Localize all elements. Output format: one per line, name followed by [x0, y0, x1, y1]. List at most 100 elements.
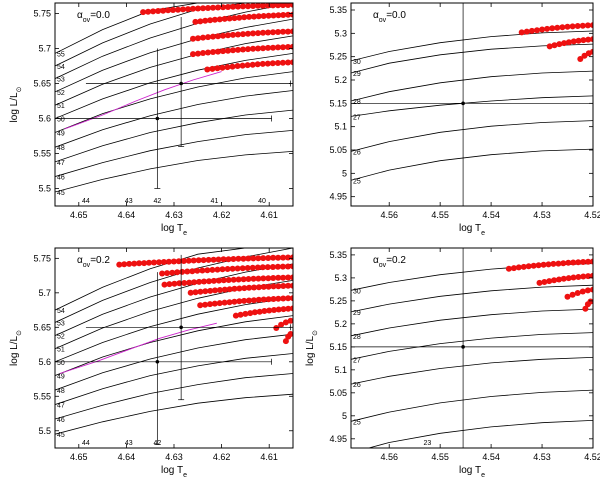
y-tick-label: 4.95 [329, 192, 347, 202]
red-model-point [240, 46, 246, 53]
red-model-point [201, 278, 207, 285]
red-model-point [171, 280, 178, 287]
red-model-point [226, 286, 233, 293]
overshoot-annotation-main: α [373, 10, 379, 21]
red-model-point [202, 288, 209, 295]
red-model-point [270, 44, 276, 51]
observed-star-point [461, 101, 465, 106]
red-model-point [575, 274, 582, 280]
red-model-point [535, 262, 542, 269]
track-label-49: 49 [57, 131, 65, 138]
magenta-track-line [59, 322, 217, 374]
track-line-46 [55, 373, 293, 420]
red-model-point [255, 3, 261, 9]
track-label-44: 44 [82, 440, 90, 447]
red-model-point [280, 295, 287, 302]
red-model-point [290, 59, 293, 66]
red-model-point [255, 296, 262, 303]
red-model-point [197, 18, 204, 25]
red-model-point [290, 282, 293, 289]
red-model-point [232, 312, 239, 319]
track-line-48 [55, 333, 293, 391]
track-label-44: 44 [82, 198, 90, 205]
x-axis-label: log Te [161, 223, 187, 237]
red-model-point [560, 275, 567, 282]
red-model-point [235, 3, 241, 10]
red-model-point [259, 264, 266, 271]
red-model-point [260, 29, 266, 36]
red-model-point [240, 31, 246, 38]
red-model-point [204, 267, 211, 274]
plot-area [55, 248, 293, 445]
y-tick-label: 5.65 [33, 322, 51, 332]
red-model-point [249, 61, 256, 68]
red-model-point [231, 285, 238, 292]
red-model-point [181, 280, 188, 286]
observed-star-point [179, 81, 183, 86]
red-model-point [234, 63, 241, 69]
y-axis-label-main: log L/L [9, 92, 20, 122]
track-label-48: 48 [57, 388, 65, 395]
red-model-point [210, 256, 217, 263]
red-model-point [234, 265, 241, 272]
red-model-point [270, 254, 277, 261]
red-model-point [520, 263, 527, 270]
red-model-point [175, 258, 182, 265]
red-model-point [539, 26, 546, 33]
red-model-point [259, 60, 266, 67]
track-label-46: 46 [57, 417, 65, 424]
x-tick-label: 4.62 [213, 210, 231, 220]
red-model-point [207, 17, 214, 24]
panel-top-left: 45 46 47 48 49 50 51 52 53 54 55 44 43 42 41 40 4.65 4.64… [9, 2, 294, 237]
red-model-point [280, 12, 287, 18]
red-model-point [250, 45, 256, 52]
red-model-point [260, 296, 267, 303]
y-tick-label: 5.55 [33, 391, 51, 401]
red-model-point [282, 338, 289, 345]
red-model-point [584, 22, 591, 29]
red-model-point [582, 305, 589, 312]
overshoot-annotation-main: α [77, 10, 83, 21]
track-label-43: 43 [125, 198, 133, 205]
red-model-point [214, 266, 221, 273]
track-label-26: 26 [353, 149, 361, 156]
red-model-point [260, 255, 267, 262]
track-line-48 [55, 90, 293, 148]
red-model-point [541, 279, 548, 285]
red-model-point [549, 25, 556, 32]
track-line-25 [351, 389, 593, 422]
x-axis-label-main: log T [459, 223, 481, 234]
overshoot-annotation-value: =0.2 [90, 255, 110, 266]
red-model-point [145, 8, 152, 15]
x-tick-label: 4.54 [482, 210, 500, 220]
red-model-point [274, 60, 281, 66]
red-model-point [219, 64, 226, 71]
red-model-point [194, 267, 201, 274]
red-model-point [212, 287, 218, 294]
red-model-point [279, 263, 286, 270]
y-tick-label: 5.7 [38, 44, 51, 54]
red-model-point [280, 254, 287, 261]
red-model-point [590, 36, 593, 43]
red-model-point [590, 258, 593, 265]
red-model-point [290, 263, 293, 270]
red-model-point [264, 60, 271, 67]
red-model-point [554, 24, 561, 31]
red-model-point [260, 283, 267, 290]
red-model-point [231, 15, 238, 22]
red-model-point [536, 279, 543, 286]
plot-frame [350, 2, 594, 207]
red-model-point [190, 257, 197, 264]
red-model-point [231, 298, 238, 305]
x-tick-label: 4.61 [260, 210, 278, 220]
red-model-point [260, 13, 267, 19]
red-model-point [121, 261, 128, 268]
red-model-point [505, 265, 512, 272]
red-model-point [224, 266, 231, 272]
red-model-point [140, 9, 147, 16]
x-tick-label: 4.53 [533, 452, 551, 462]
red-model-point [195, 50, 201, 57]
observed-star-point [179, 325, 183, 330]
red-model-point [241, 285, 248, 292]
track-line-25 [351, 148, 593, 181]
